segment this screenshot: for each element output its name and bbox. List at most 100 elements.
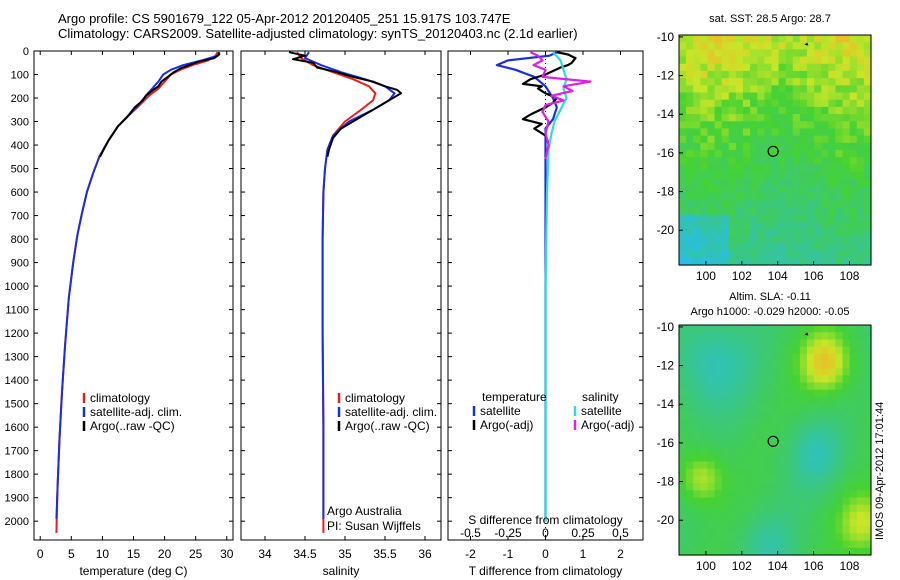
sst-map-cell [856,63,865,72]
sla-map-cell [707,497,716,506]
sla-map-cell [757,440,765,448]
differences-legend-title: temperature [482,390,547,404]
sst-map-cell [856,214,865,223]
sst-map-cell [735,85,744,94]
sst-map-argo-marker [767,145,779,157]
sst-map-cell [842,56,851,65]
sst-map-cell [856,99,865,108]
sla-map-cell [835,440,844,448]
sla-map-cell [835,547,844,556]
sst-map-cell [807,150,815,158]
sst-map-cell [814,214,822,223]
sla-map-cell [778,454,787,463]
sst-map-cell [814,193,822,201]
sla-map-cell [807,547,815,556]
sla-map-cell [693,468,701,477]
sst-map-cell [757,70,765,79]
sst-map-cell [728,164,737,173]
series-line-satellite [495,51,558,522]
sst-map-cell [700,157,709,165]
sst-map-cell [743,193,751,201]
sla-map-cell [863,526,872,535]
sst-map-cell [799,236,808,245]
sla-map-cell [849,547,858,556]
sla-map-cell [814,389,822,398]
sla-map-cell [792,533,801,542]
sla-map-cell [792,375,801,384]
sla-map-cell [835,504,844,513]
sla-map-cell [679,454,687,463]
sla-map-cell [735,418,744,427]
sst-map-cell [728,106,737,115]
sla-map-cell [778,353,787,362]
sla-map-cell [714,497,723,506]
sla-map-cell [771,440,780,448]
sla-map-cell [828,375,837,384]
sla-map-cell [828,425,837,434]
sla-map-cell [814,332,822,340]
sst-map-cell [714,200,723,209]
sst-map-cell [799,185,808,194]
sla-map-cell [686,353,694,362]
sst-map-cell [714,193,723,201]
sst-map-cell [721,207,730,216]
sst-map-cell [700,150,709,158]
sst-map-cell [814,63,822,72]
sst-map-cell [799,135,808,144]
sst-map-cell [679,236,687,245]
sst-map-cell [693,128,701,137]
sla-map-cell [863,360,872,369]
sla-map-cell [721,332,730,340]
sst-map-cell [743,114,751,122]
sst-map-cell [842,178,851,187]
sla-map-cell [849,475,858,484]
sst-map-cell [814,42,822,50]
sla-map-cell [714,353,723,362]
sst-map-cell [728,78,737,86]
sst-map-cell [778,70,787,79]
series-line-satellite [544,51,568,522]
sst-map-cell [700,207,709,216]
sla-map-cell [792,325,801,333]
sst-map-cell [821,128,829,137]
sst-map-cell [700,114,709,122]
sla-map-cell [814,375,822,384]
sla-map-cell [849,425,858,434]
sla-map-cell [799,389,808,398]
sla-map-cell [757,411,765,420]
sst-map-cell [721,42,730,50]
sla-map-cell [728,447,737,455]
sla-map-cell [700,461,709,470]
sla-map-cell [686,389,694,398]
sla-map-cell [743,325,751,333]
sla-map-cell [771,339,780,348]
sla-map-cell [842,382,851,391]
sla-map-cell [750,519,758,527]
sst-map-cell [835,229,844,237]
sst-map-cell [679,250,687,259]
sst-map-cell [778,207,787,216]
sla-map-cell [785,468,794,477]
sst-map-cell [728,70,737,79]
sla-map-cell [835,483,844,491]
sla-map-x-tick-label: 104 [768,559,788,573]
sla-map-cell [778,375,787,384]
sla-map-cell [743,418,751,427]
sla-map-cell [743,540,751,549]
sla-map-cell [842,325,851,333]
sla-map-cell [778,483,787,491]
sst-map-cell [863,243,872,252]
sst-map-cell [679,142,687,151]
sla-map-cell [735,411,744,420]
sla-map-cell [785,490,794,499]
sst-map-cell [842,236,851,245]
sst-map-cell [785,70,794,79]
y-tick-label: 700 [11,211,29,223]
sst-map-cell [792,221,801,230]
sst-map-cell [757,257,765,266]
sla-map-cell [750,425,758,434]
sla-map-cell [714,511,723,520]
sla-map-cell [750,339,758,348]
sla-map-cell [835,540,844,549]
sst-map-cell [807,35,815,43]
